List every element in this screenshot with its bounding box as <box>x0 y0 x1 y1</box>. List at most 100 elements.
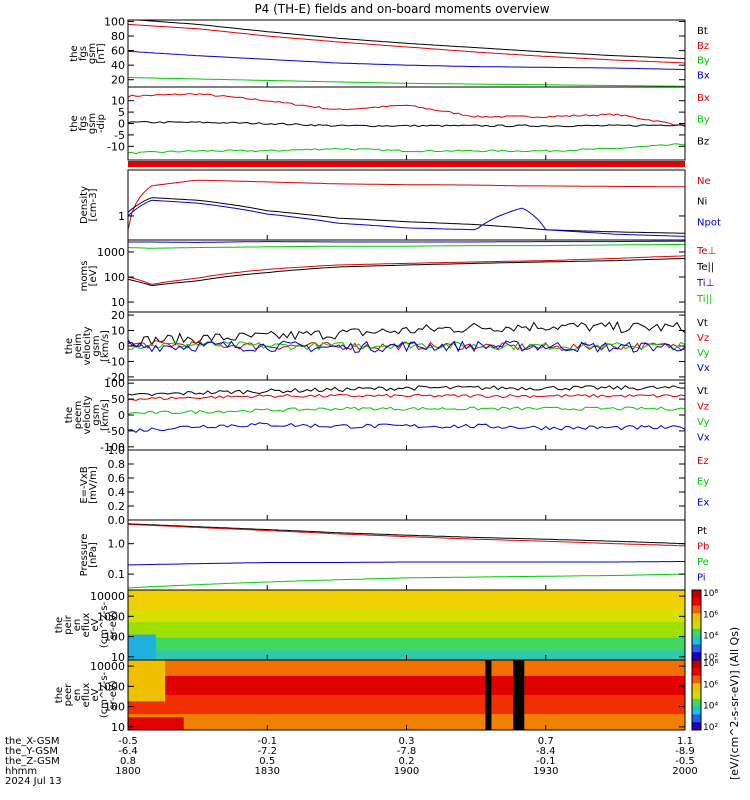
spectrogram-cell <box>527 590 537 594</box>
spectrogram-cell <box>397 701 407 706</box>
spectrogram-cell <box>220 593 231 597</box>
spectrogram-cell <box>638 695 649 699</box>
spectrogram-cell <box>443 640 454 645</box>
spectrogram-cell <box>462 644 472 648</box>
spectrogram-cell <box>517 615 528 620</box>
spectrogram-cell <box>350 688 361 693</box>
spectrogram-cell <box>527 612 537 616</box>
spectrogram-cell <box>248 647 259 651</box>
spectrogram-cell <box>415 640 426 645</box>
spectrogram-cell <box>675 669 686 674</box>
spectrogram-cell <box>592 669 602 674</box>
spectrogram-cell <box>647 714 658 718</box>
spectrogram-cell <box>415 704 426 709</box>
spectrogram-cell <box>657 682 667 686</box>
spectrogram-cell <box>490 631 500 636</box>
spectrogram-cell <box>313 701 324 706</box>
spectrogram-cell <box>155 717 166 721</box>
spectrogram-cell <box>406 593 417 597</box>
spectrogram-cell <box>620 640 630 645</box>
spectrogram-cell <box>508 593 519 597</box>
spectrogram-cell <box>230 653 240 658</box>
spectrogram-cell <box>360 602 370 607</box>
spectrogram-cell <box>341 590 352 594</box>
spectrogram-cell <box>369 628 380 632</box>
spectrogram-cell <box>582 653 593 658</box>
spectrogram-cell <box>657 590 667 594</box>
spectrogram-cell <box>174 688 185 693</box>
spectrogram-cell <box>629 618 640 623</box>
spectrogram-cell <box>425 605 435 610</box>
spectrogram-cell <box>276 644 287 648</box>
spectrogram-cell <box>638 618 649 623</box>
spectrogram-cell <box>387 653 398 658</box>
spectrogram-cell <box>239 695 250 699</box>
spectrogram-cell <box>415 634 426 639</box>
spectrogram-cell <box>471 723 482 728</box>
spectrogram-cell <box>137 717 148 721</box>
spectrogram-cell <box>341 660 352 664</box>
spectrogram-cell <box>137 723 148 728</box>
spectrogram-cell <box>192 602 203 607</box>
spectrogram-cell <box>406 625 417 629</box>
spectrogram-cell <box>202 691 213 696</box>
spectrogram-cell <box>573 710 584 715</box>
spectrogram-cell <box>601 590 612 594</box>
spectrogram-cell <box>322 723 333 728</box>
spectrogram-cell <box>555 640 565 645</box>
spectrogram-cell <box>666 599 677 604</box>
spectrogram-cell <box>387 682 398 686</box>
y-tick-label: 10 <box>111 95 125 108</box>
spectrogram-cell <box>369 609 380 613</box>
spectrogram-cell <box>406 682 417 686</box>
spectrogram-cell <box>499 656 510 661</box>
spectrogram-cell <box>285 710 296 715</box>
spectrogram-cell <box>490 621 500 626</box>
spectrogram-cell <box>332 605 343 610</box>
spectrogram-cell <box>211 675 222 680</box>
spectrogram-cell <box>620 609 630 613</box>
spectrogram-cell <box>406 660 417 664</box>
legend-by: By <box>697 115 710 126</box>
spectrogram-cell <box>508 634 519 639</box>
spectrogram-cell <box>647 640 658 645</box>
spectrogram-cell <box>499 723 510 728</box>
spectrogram-cell <box>155 637 166 642</box>
spectrogram-cell <box>248 714 259 718</box>
spectrogram-cell <box>592 596 602 601</box>
spectrogram-cell <box>601 599 612 604</box>
spectrogram-cell <box>536 688 547 693</box>
spectrogram-cell <box>462 650 472 655</box>
spectrogram-cell <box>545 682 556 686</box>
spectrogram-cell <box>332 656 343 661</box>
spectrogram-cell <box>304 714 315 718</box>
spectrogram-cell <box>174 650 185 655</box>
spectrogram-cell <box>397 685 407 690</box>
time-axis-value: -0.5 <box>118 736 138 747</box>
spectrogram-cell <box>564 660 575 664</box>
spectrogram-cell <box>425 602 435 607</box>
spectrogram-cell <box>434 596 445 601</box>
spectrogram-cell <box>192 666 203 671</box>
spectrogram-cell <box>657 660 667 664</box>
y-axis-label: fgs <box>78 46 89 61</box>
spectrogram-cell <box>267 672 278 677</box>
spectrogram-cell <box>350 698 361 702</box>
spectrogram-cell <box>434 653 445 658</box>
legend-ey: Ey <box>697 477 709 488</box>
spectrogram-cell <box>248 637 259 642</box>
spectrogram-cell <box>415 669 426 674</box>
spectrogram-cell <box>462 688 472 693</box>
spectrogram-cell <box>137 672 148 677</box>
spectrogram-cell <box>647 599 658 604</box>
spectrogram-cell <box>239 717 250 721</box>
spectrogram-cell <box>471 590 482 594</box>
spectrogram-cell <box>183 723 194 728</box>
spectrogram-cell <box>415 707 426 712</box>
spectrogram-cell <box>425 707 435 712</box>
spectrogram-cell <box>146 675 157 680</box>
spectrogram-cell <box>276 675 287 680</box>
spectrogram-cell <box>137 644 148 648</box>
spectrogram-cell <box>666 609 677 613</box>
spectrogram-cell <box>146 672 157 677</box>
